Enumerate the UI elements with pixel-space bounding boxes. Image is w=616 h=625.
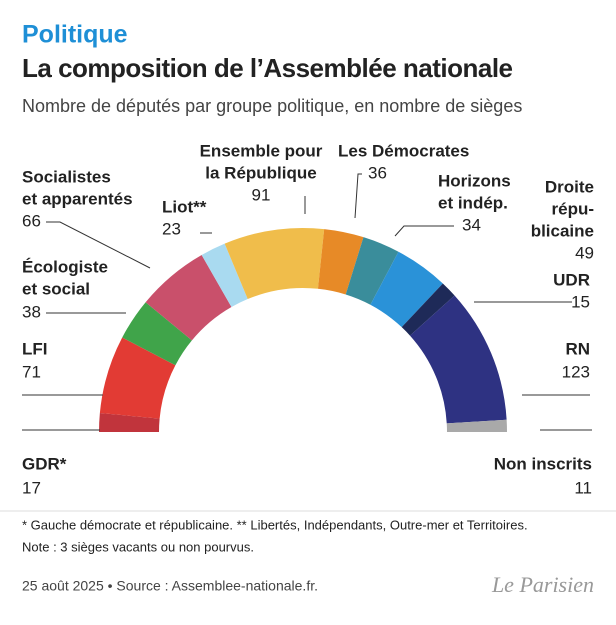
group-value: 23 (162, 219, 181, 238)
group-label: Liot** (162, 197, 207, 216)
group-value: 66 (22, 211, 41, 230)
arc-segment (99, 337, 176, 419)
group-label: blicaine (531, 221, 594, 240)
logo: Le Parisien (491, 572, 594, 597)
kicker: Politique (22, 21, 128, 49)
group-label: et indép. (438, 193, 508, 212)
group-label: RN (565, 339, 590, 358)
group-label: Ensemble pour (200, 141, 323, 160)
group-label: Horizons (438, 171, 511, 190)
group-label: LFI (22, 339, 48, 358)
group-label: répu- (552, 199, 595, 218)
group-value: 49 (575, 243, 594, 262)
group-value: 11 (574, 478, 592, 497)
leader-line (394, 225, 454, 237)
arc-segment (122, 302, 192, 366)
group-value: 123 (562, 362, 590, 381)
group-value: 15 (571, 292, 590, 311)
leader-line (46, 221, 151, 269)
arc-segment (145, 254, 232, 341)
group-label: la République (205, 163, 316, 182)
group-label: GDR* (22, 454, 67, 473)
chart-title: La composition de l’Assemblée nationale (22, 53, 513, 83)
group-label: Non inscrits (494, 454, 592, 473)
arc-segment (370, 251, 443, 328)
arc-segment (345, 237, 399, 305)
source: 25 août 2025 • Source : Assemblee-nation… (22, 578, 318, 594)
group-label: et social (22, 279, 90, 298)
group-value: 34 (462, 215, 481, 234)
group-value: 17 (22, 478, 41, 497)
group-value: 71 (22, 362, 41, 381)
group-label: Les Démocrates (338, 141, 469, 160)
arc-segment (446, 419, 508, 432)
arc-segment (201, 243, 248, 308)
group-label: UDR (553, 270, 590, 289)
arc-segment (99, 413, 160, 432)
group-value: 91 (252, 185, 271, 204)
group-value: 38 (22, 302, 41, 321)
arc-segment (317, 229, 364, 295)
group-label: Écologiste (22, 257, 108, 276)
group-label: Droite (545, 177, 594, 196)
leader-line (354, 173, 362, 219)
arc-segment (224, 228, 325, 300)
group-label: Socialistes (22, 167, 111, 186)
arc-segment (409, 295, 507, 424)
subtitle: Nombre de députés par groupe politique, … (22, 96, 522, 116)
footnote: * Gauche démocrate et républicaine. ** L… (22, 517, 528, 532)
group-label: et apparentés (22, 189, 133, 208)
group-value: 36 (368, 163, 387, 182)
arc-segment (401, 283, 455, 336)
footnote: Note : 3 sièges vacants ou non pourvus. (22, 539, 254, 554)
